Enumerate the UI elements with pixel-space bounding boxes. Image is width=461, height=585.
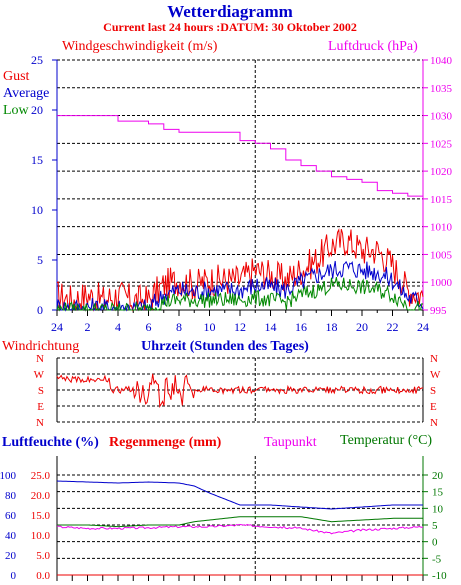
legend-average: Average bbox=[3, 86, 49, 101]
pressure-y-tick-label: 1010 bbox=[430, 222, 453, 234]
humidity-tick-label: 80 bbox=[5, 490, 17, 502]
humidity-temperature-panel: 0 20 40 60 80 100 0.0 5.0 10.0 15.0 20.0 25.0 -10 -5 0… bbox=[0, 456, 447, 582]
wind-x-tick-label: 24 bbox=[417, 320, 429, 334]
wind-x-tick-label: 8 bbox=[176, 320, 182, 334]
direction-label-left: W bbox=[34, 369, 45, 381]
wind-x-tick-label: 6 bbox=[146, 320, 152, 334]
x-axis-title: Uhrzeit (Stunden des Tages) bbox=[141, 339, 309, 354]
temperature-tick-label: 0 bbox=[432, 537, 438, 549]
legend-gust: Gust bbox=[3, 69, 30, 84]
wind-x-tick-label: 16 bbox=[295, 320, 307, 334]
humidity-series-line-1 bbox=[57, 516, 423, 528]
page-title: Wetterdiagramm bbox=[167, 2, 293, 21]
direction-label-right: N bbox=[430, 353, 438, 365]
pressure-y-tick-label: 1020 bbox=[430, 166, 453, 178]
direction-label-left: E bbox=[37, 401, 44, 413]
wind-direction-line bbox=[56, 373, 424, 409]
humidity-tick-label: 100 bbox=[0, 470, 17, 482]
wind-x-tick-label: 4 bbox=[115, 320, 121, 334]
direction-label-right: N bbox=[430, 417, 438, 429]
rain-tick-label: 5.0 bbox=[36, 550, 50, 562]
pressure-y-tick-label: 1035 bbox=[430, 83, 453, 95]
wind-x-tick-label: 2 bbox=[85, 320, 91, 334]
wind-series-line-gust bbox=[56, 228, 424, 312]
wind-x-tick-label: 14 bbox=[265, 320, 277, 334]
wind-x-tick-label: 18 bbox=[326, 320, 338, 334]
rain-tick-label: 10.0 bbox=[31, 530, 51, 542]
rain-tick-label: 15.0 bbox=[31, 510, 51, 522]
humidity-series-line-2 bbox=[56, 523, 423, 535]
wind-x-tick-label: 20 bbox=[356, 320, 368, 334]
pressure-y-tick-label: 995 bbox=[430, 305, 447, 317]
temperature-tick-label: -10 bbox=[432, 570, 447, 582]
pressure-axis-title: Luftdruck (hPa) bbox=[328, 39, 418, 54]
humidity-tick-label: 0 bbox=[11, 570, 17, 582]
legend-low: Low bbox=[3, 103, 30, 118]
wind-y-tick-label: 25 bbox=[31, 53, 43, 67]
rain-tick-label: 20.0 bbox=[31, 490, 51, 502]
wind-x-tick-label: 12 bbox=[234, 320, 246, 334]
temperature-tick-label: 10 bbox=[432, 503, 444, 515]
dewpoint-label: Taupunkt bbox=[264, 435, 317, 450]
direction-label-right: S bbox=[430, 385, 436, 397]
pressure-y-tick-label: 1030 bbox=[430, 111, 453, 123]
wind-y-tick-label: 5 bbox=[37, 253, 43, 267]
wind-direction-panel: N NW WS SE EN N bbox=[34, 353, 441, 429]
direction-label-right: E bbox=[430, 401, 437, 413]
pressure-line bbox=[57, 115, 424, 199]
wind-y-tick-label: 15 bbox=[31, 153, 43, 167]
humidity-tick-label: 60 bbox=[5, 510, 17, 522]
rain-tick-label: 0.0 bbox=[36, 570, 50, 582]
direction-label-left: N bbox=[36, 353, 44, 365]
humidity-tick-label: 40 bbox=[5, 530, 17, 542]
wind-direction-title: Windrichtung bbox=[2, 339, 79, 354]
wind-y-tick-label: 0 bbox=[37, 303, 43, 317]
wind-series-line-low bbox=[56, 276, 424, 312]
direction-label-left: S bbox=[38, 385, 44, 397]
rain-tick-label: 25.0 bbox=[31, 470, 51, 482]
temperature-tick-label: 15 bbox=[432, 487, 444, 499]
pressure-y-tick-label: 1040 bbox=[430, 55, 453, 67]
humidity-tick-label: 20 bbox=[5, 550, 17, 562]
pressure-y-tick-label: 1000 bbox=[430, 277, 453, 289]
wind-x-tick-label: 22 bbox=[387, 320, 399, 334]
wind-axis-title: Windgeschwindigkeit (m/s) bbox=[62, 39, 218, 54]
wind-pressure-panel: 0510152025995100010051010101510201025103… bbox=[31, 53, 453, 334]
temperature-axis-title: Temperatur (°C) bbox=[340, 433, 432, 448]
wind-y-tick-label: 20 bbox=[31, 103, 43, 117]
pressure-y-tick-label: 1005 bbox=[430, 249, 453, 261]
rain-axis-title: Regenmenge (mm) bbox=[109, 435, 222, 450]
temperature-tick-label: 20 bbox=[432, 470, 444, 482]
page-subtitle: Current last 24 hours :DATUM: 30 Oktober… bbox=[103, 20, 357, 34]
pressure-y-tick-label: 1015 bbox=[430, 194, 453, 206]
temperature-tick-label: -5 bbox=[432, 553, 442, 565]
direction-label-left: N bbox=[36, 417, 44, 429]
wind-y-tick-label: 10 bbox=[31, 203, 43, 217]
wind-x-tick-label: 10 bbox=[204, 320, 216, 334]
humidity-axis-title: Luftfeuchte (%) bbox=[2, 435, 99, 450]
pressure-y-tick-label: 1025 bbox=[430, 138, 453, 150]
humidity-series-line-0 bbox=[56, 480, 423, 510]
wind-x-tick-label: 24 bbox=[51, 320, 63, 334]
direction-label-right: W bbox=[430, 369, 441, 381]
temperature-tick-label: 5 bbox=[432, 520, 438, 532]
